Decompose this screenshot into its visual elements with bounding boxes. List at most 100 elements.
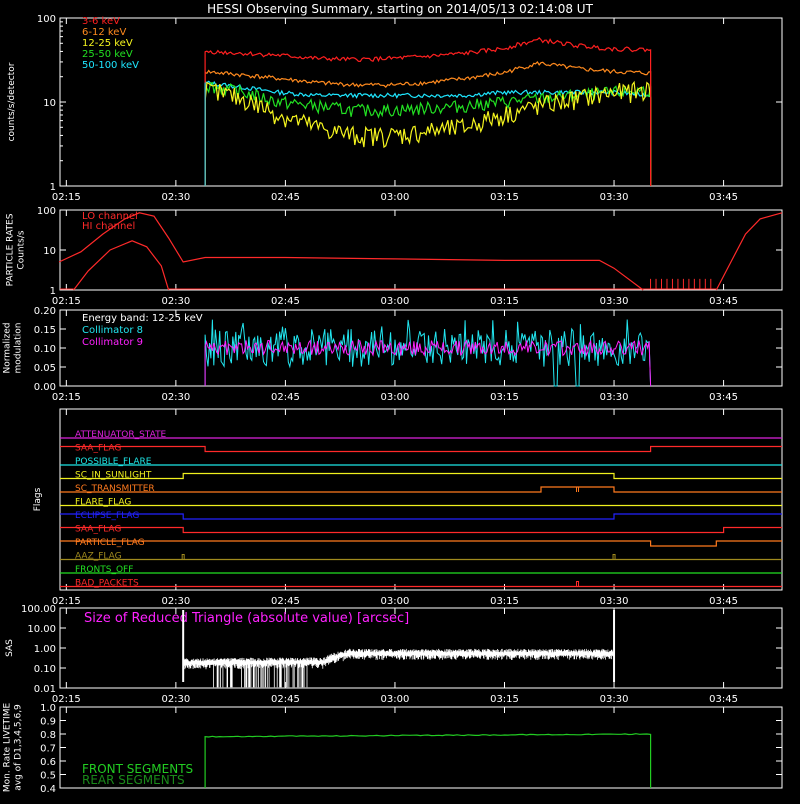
energy-band-label: Energy band: 12-25 keV — [82, 313, 203, 324]
series-line — [204, 60, 652, 186]
panel-3-frame — [59, 408, 783, 591]
y-tick-label: 0.10 — [34, 664, 56, 675]
x-tick-label: 02:30 — [161, 596, 190, 607]
y-axis-label: Normalized modulation — [3, 322, 24, 373]
flag-line — [60, 445, 782, 453]
legend-entry: LO channel — [82, 211, 138, 222]
legend-entry: Collimator 8 — [82, 325, 143, 336]
sas-annotation: Size of Reduced Triangle (absolute value… — [84, 611, 409, 626]
y-tick-label: 0.6 — [40, 757, 56, 768]
flag-pulse — [576, 581, 580, 587]
x-tick-label: 02:30 — [161, 192, 190, 203]
y-tick-label: 0.7 — [40, 744, 56, 755]
y-axis-label-line: Flags — [33, 487, 43, 511]
series-line — [204, 36, 652, 186]
y-tick-label: 0.05 — [34, 363, 56, 374]
y-tick-label: 0.4 — [40, 784, 56, 795]
flag-label: ATTENUATOR_STATE — [75, 430, 167, 440]
flag-pulse — [612, 554, 616, 560]
flag-line — [60, 526, 782, 534]
flag-line — [60, 540, 782, 547]
flag-pulse — [576, 486, 580, 492]
y-tick-label: 0.5 — [40, 771, 56, 782]
y-tick-label: 0.10 — [34, 344, 56, 355]
modulation-line — [204, 339, 652, 387]
y-axis-label: counts/s/detector — [7, 62, 17, 141]
x-tick-label: 03:00 — [381, 192, 410, 203]
legend-entry: 25-50 keV — [82, 49, 133, 60]
y-axis-label-line: SAS — [5, 639, 15, 657]
x-tick-label: 02:15 — [52, 192, 81, 203]
x-tick-label: 03:45 — [709, 192, 738, 203]
flag-label: POSSIBLE_FLARE — [75, 457, 152, 467]
legend-entry: Collimator 9 — [82, 337, 143, 348]
x-tick-label: 03:00 — [381, 596, 410, 607]
y-axis-label-line: PARTICLE RATES — [6, 213, 16, 286]
front-segments-line — [204, 733, 652, 788]
x-tick-label: 02:30 — [161, 296, 190, 307]
x-tick-label: 03:45 — [709, 392, 738, 403]
x-tick-label: 02:15 — [52, 296, 81, 307]
y-axis-label: PARTICLE RATES Counts/s — [6, 213, 27, 286]
y-axis-label-line: Counts/s — [17, 230, 27, 269]
legend-entry: REAR SEGMENTS — [82, 773, 185, 787]
y-tick-label: 100 — [37, 206, 56, 217]
y-tick-label: 0.01 — [34, 684, 56, 695]
flag-line — [60, 472, 782, 480]
x-tick-label: 03:45 — [709, 296, 738, 307]
x-tick-label: 02:30 — [161, 392, 190, 403]
flag-label: AAZ_FLAG — [75, 552, 122, 562]
y-tick-label: 0.15 — [34, 325, 56, 336]
x-tick-label: 03:30 — [600, 392, 629, 403]
x-tick-label: 03:30 — [600, 694, 629, 705]
y-tick-label: 10 — [43, 98, 56, 109]
flag-label: FLARE_FLAG — [75, 498, 131, 508]
y-tick-label: 1 — [50, 286, 56, 297]
flag-pulse — [181, 554, 185, 560]
x-tick-label: 03:15 — [490, 192, 519, 203]
y-axis-label-line: Normalized — [3, 322, 13, 373]
y-axis-label: Flags — [33, 487, 43, 511]
x-tick-label: 03:00 — [381, 296, 410, 307]
x-tick-label: 02:45 — [271, 694, 300, 705]
y-tick-label: 10 — [43, 246, 56, 257]
y-axis-label-line: avg of D1,3,4,5,6,9 — [14, 704, 24, 791]
series-line — [204, 82, 652, 186]
series-line — [204, 80, 652, 186]
y-tick-label: 0.9 — [40, 717, 56, 728]
x-tick-label: 03:15 — [490, 392, 519, 403]
flag-label: PARTICLE_FLAG — [75, 538, 145, 548]
flag-label: SAA_FLAG — [75, 444, 121, 454]
flag-line — [60, 513, 782, 520]
flag-label: SC_TRANSMITTER — [75, 484, 155, 494]
x-tick-label: 03:45 — [709, 694, 738, 705]
flag-label: SC_IN_SUNLIGHT — [75, 471, 152, 481]
flag-label: SAA_FLAG — [75, 525, 121, 535]
x-tick-label: 03:15 — [490, 296, 519, 307]
legend-entry: 50-100 keV — [82, 60, 139, 71]
y-tick-label: 0.8 — [40, 730, 56, 741]
legend-entry: HI channel — [82, 221, 135, 232]
flag-label: BAD_PACKETS — [75, 579, 139, 589]
y-tick-label: 1 — [50, 182, 56, 193]
y-axis-label: SAS — [5, 639, 15, 657]
flag-label: FRONTS_OFF — [75, 565, 133, 575]
x-tick-label: 02:45 — [271, 192, 300, 203]
x-tick-label: 03:30 — [600, 296, 629, 307]
y-axis-label-line: counts/s/detector — [7, 62, 17, 141]
x-tick-label: 02:45 — [271, 392, 300, 403]
y-tick-label: 0.20 — [34, 306, 56, 317]
x-tick-label: 03:30 — [600, 596, 629, 607]
legend-entry: 3-6 keV — [82, 16, 120, 27]
hi-channel-line — [73, 240, 170, 291]
x-tick-label: 03:00 — [381, 392, 410, 403]
y-tick-label: 100 — [37, 14, 56, 25]
x-tick-label: 02:45 — [271, 596, 300, 607]
y-tick-label: 0.00 — [34, 382, 56, 393]
x-tick-label: 03:45 — [709, 596, 738, 607]
y-axis-label-line: modulation — [14, 323, 24, 374]
flag-label: ECLIPSE_FLAG — [75, 511, 139, 521]
legend-entry: FRONT SEGMENTS — [82, 762, 193, 776]
